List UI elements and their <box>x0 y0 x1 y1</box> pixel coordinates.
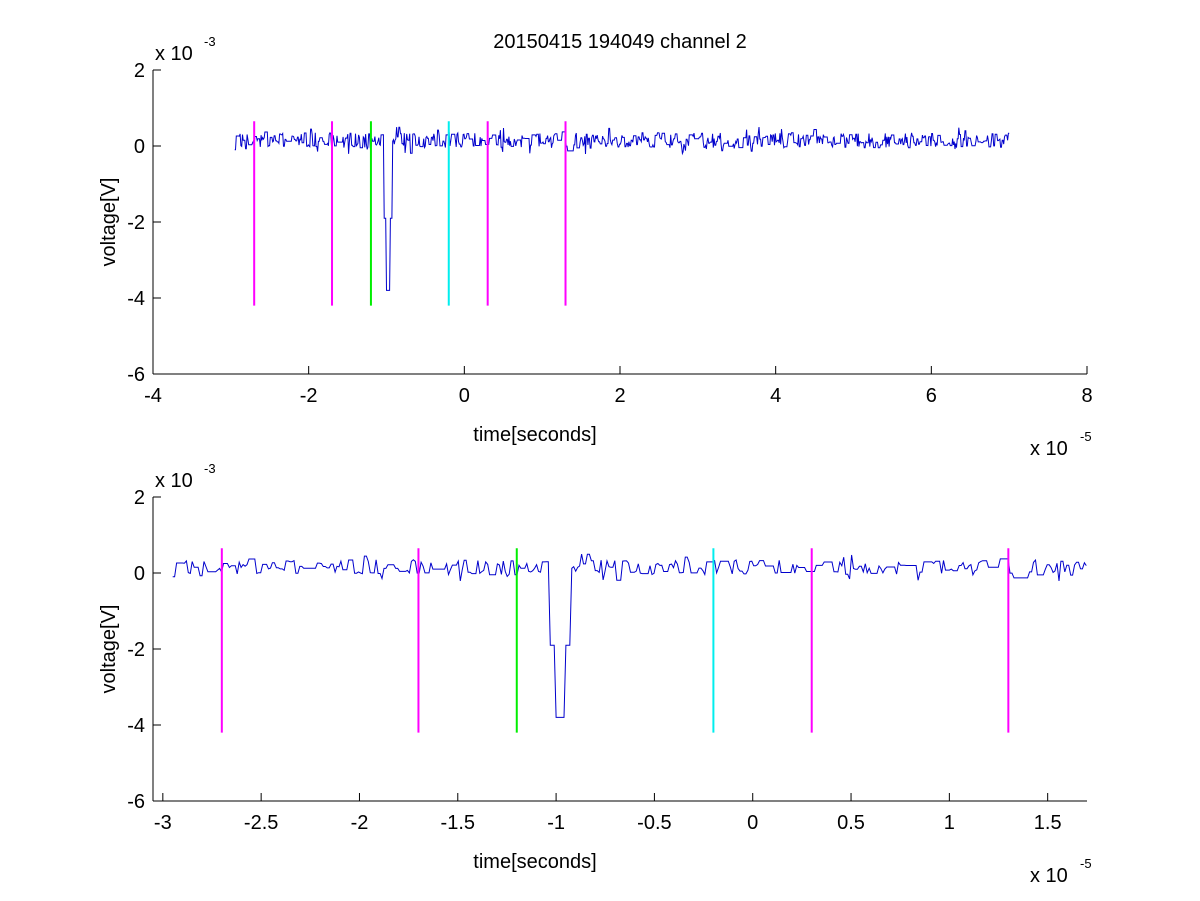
x-exponent-label: x 10 <box>1030 865 1068 887</box>
y-tick-label: -4 <box>127 715 145 737</box>
signal-trace <box>234 126 1010 291</box>
x-axis-label: time[seconds] <box>473 424 596 446</box>
x-tick-label: -2.5 <box>244 812 278 834</box>
x-exponent-value: -5 <box>1080 856 1092 871</box>
x-tick-label: 6 <box>926 385 937 407</box>
y-tick-label: 2 <box>134 60 145 82</box>
x-tick-label: 1.5 <box>1034 812 1062 834</box>
x-tick-label: 0 <box>747 812 758 834</box>
x-tick-label: -0.5 <box>637 812 671 834</box>
x-tick-label: -2 <box>351 812 369 834</box>
x-tick-label: 0.5 <box>837 812 865 834</box>
x-tick-label: -2 <box>300 385 318 407</box>
figure-title: 20150415 194049 channel 2 <box>493 31 747 53</box>
y-axis-label: voltage[V] <box>98 178 120 267</box>
x-exponent-label: x 10 <box>1030 438 1068 460</box>
y-tick-label: -2 <box>127 639 145 661</box>
x-tick-label: -3 <box>154 812 172 834</box>
y-tick-label: 0 <box>134 136 145 158</box>
x-tick-label: 2 <box>614 385 625 407</box>
y-tick-label: 0 <box>134 563 145 585</box>
x-tick-label: 4 <box>770 385 781 407</box>
y-tick-label: -2 <box>127 212 145 234</box>
x-tick-label: -4 <box>144 385 162 407</box>
y-exponent-value: -3 <box>204 461 216 476</box>
x-tick-label: 8 <box>1081 385 1092 407</box>
x-tick-label: -1 <box>547 812 565 834</box>
y-axis-label: voltage[V] <box>98 605 120 694</box>
x-axis-label: time[seconds] <box>473 851 596 873</box>
y-exponent-label: x 10 <box>155 43 193 65</box>
x-tick-label: 1 <box>944 812 955 834</box>
bottom-axes: -3 -2.5 -2 -1.5 -1 -0.5 0 0.5 1 1.5 -6 -4 -2 0 2 time[s… <box>98 461 1092 887</box>
signal-trace <box>172 553 1087 718</box>
y-exponent-value: -3 <box>204 34 216 49</box>
top-axes: -4 -2 0 2 4 6 8-6-4-202time[seconds]voltage[V]… <box>98 34 1093 460</box>
y-exponent-label: x 10 <box>155 470 193 492</box>
y-tick-label: -6 <box>127 364 145 386</box>
x-tick-label: -1.5 <box>441 812 475 834</box>
y-tick-label: -6 <box>127 791 145 813</box>
x-tick-label: 0 <box>459 385 470 407</box>
y-tick-label: 2 <box>134 487 145 509</box>
x-exponent-value: -5 <box>1080 429 1092 444</box>
y-tick-label: -4 <box>127 288 145 310</box>
